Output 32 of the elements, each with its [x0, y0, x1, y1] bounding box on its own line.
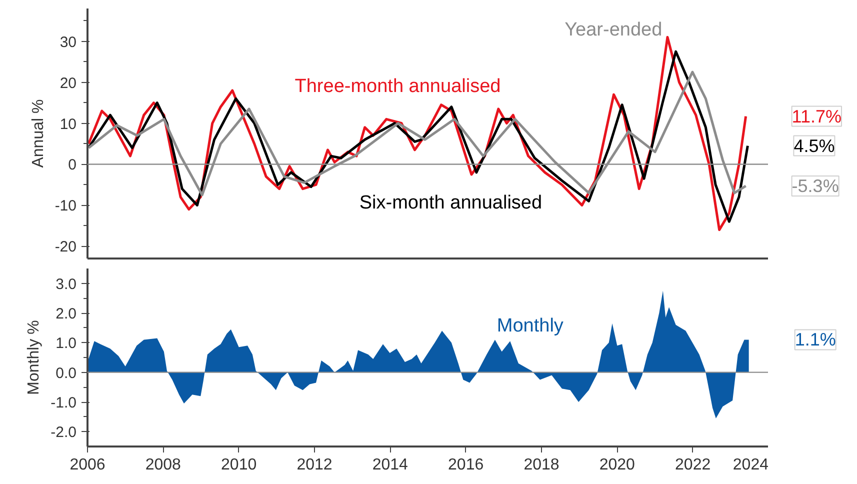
annotation: -5.3%: [792, 176, 839, 196]
y-tick-label: -1.0: [50, 394, 77, 412]
series-label: Three-month annualised: [294, 76, 501, 97]
y-tick-label: -20: [54, 238, 77, 256]
text: Year-ended: [564, 20, 662, 41]
annotation: 1.1%: [794, 330, 836, 350]
y-tick-label: 0: [68, 156, 76, 174]
y-axis-title: Annual %: [30, 99, 47, 168]
y-tick-label: 30: [60, 34, 77, 51]
annotation: 11.7%: [792, 106, 842, 126]
x-tick-label: 2012: [296, 456, 332, 474]
y-tick-label: 10: [60, 116, 77, 133]
y-tick-label: 2.0: [56, 306, 77, 322]
y-tick-label: 1.0: [56, 335, 77, 352]
x-tick-label: 2006: [70, 456, 106, 474]
y-tick-label: 0.0: [56, 364, 77, 382]
x-tick-label: 2020: [599, 456, 636, 474]
x-tick-label: 2022: [675, 456, 711, 474]
x-tick-label: 2008: [145, 456, 182, 474]
x-tick-label: 2014: [372, 456, 408, 474]
annotation: 4.5%: [794, 136, 835, 156]
series-label: Monthly: [496, 315, 564, 336]
series-label: Six-month annualised: [359, 192, 542, 214]
y-tick-label: -2.0: [50, 424, 77, 442]
x-tick-label: 2016: [448, 456, 484, 474]
x-tick-label: 2024: [732, 456, 769, 474]
x-tick-label: 2018: [524, 456, 560, 474]
y-tick-label: 3.0: [56, 276, 77, 293]
x-tick-label: 2010: [221, 456, 257, 474]
y-axis-title: Monthly %: [26, 320, 43, 395]
y-tick-label: 20: [60, 74, 77, 92]
y-tick-label: -10: [54, 198, 77, 215]
